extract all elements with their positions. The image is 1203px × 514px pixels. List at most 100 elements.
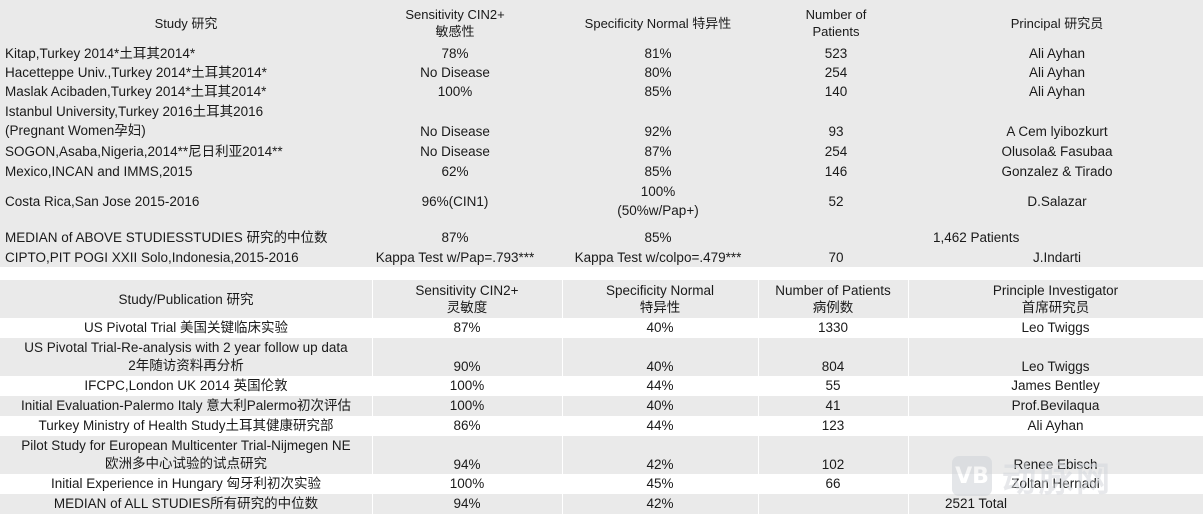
table2-header-patients: Number of Patients 病例数 [775, 283, 891, 315]
patients-cell: 102 [821, 457, 845, 472]
specificity-cell: 92% [644, 124, 672, 139]
specificity-cell: 44% [646, 378, 674, 393]
table-row: CIPTO,PIT POGI XXII Solo,Indonesia,2015-… [0, 247, 1203, 267]
specificity-cell: Kappa Test w/colpo=.479*** [574, 249, 742, 265]
study-cell: Initial Experience in Hungary 匈牙利初次实验 [50, 476, 322, 491]
column-divider [562, 280, 563, 514]
watermark-logo-icon: VB [952, 456, 992, 496]
table-row-median: MEDIAN of ALL STUDIES所有研究的中位数 94% 42% 25… [0, 494, 1203, 514]
patients-cell: 804 [821, 359, 845, 374]
specificity-cell: 40% [646, 359, 674, 374]
study-cell: MEDIAN of ABOVE STUDIESSTUDIES 研究的中位数 [5, 229, 328, 245]
specificity-cell: 85% [644, 84, 672, 99]
investigator-cell: Zoltan Hernadi [1011, 476, 1100, 491]
specificity-cell: 80% [644, 65, 672, 80]
table1-header-study: Study 研究 [154, 15, 218, 31]
watermark: VB 动脉网 [952, 448, 1202, 504]
investigator-cell: Leo Twiggs [1021, 320, 1090, 335]
table-row: Pilot Study for European Multicenter Tri… [0, 436, 1203, 474]
table-row: Kitap,Turkey 2014*土耳其2014* 78% 81% 523 A… [0, 44, 1203, 63]
study-cell: Mexico,INCAN and IMMS,2015 [5, 163, 193, 179]
sensitivity-cell: No Disease [420, 124, 490, 139]
table1-header-specificity: Specificity Normal 特异性 [584, 15, 732, 31]
sensitivity-cell: 78% [441, 46, 469, 61]
table-row: IFCPC,London UK 2014 英国伦敦 100% 44% 55 Ja… [0, 376, 1203, 396]
patients-cell: 146 [824, 163, 848, 179]
study-cell: Hacetteppe Univ.,Turkey 2014*土耳其2014* [5, 65, 267, 80]
patients-cell: 1330 [817, 320, 849, 335]
sensitivity-cell: 87% [453, 320, 481, 335]
sensitivity-cell: Kappa Test w/Pap=.793*** [375, 249, 535, 265]
table1-header-sensitivity: Sensitivity CIN2+ 敏感性 [405, 7, 505, 39]
table-row: Istanbul University,Turkey 2016土耳其2016 (P… [0, 101, 1203, 141]
study-cell: MEDIAN of ALL STUDIES所有研究的中位数 [53, 496, 319, 511]
study-cell: Pilot Study for European Multicenter Tri… [21, 438, 351, 471]
investigator-cell: Leo Twiggs [1021, 359, 1090, 374]
sensitivity-cell: 62% [441, 163, 469, 179]
table-row: Costa Rica,San Jose 2015-2016 96%(CIN1) … [0, 181, 1203, 221]
principal-cell: 1,462 Patients [933, 229, 1020, 245]
patients-cell: 523 [824, 46, 848, 61]
patients-cell: 123 [821, 418, 845, 433]
specificity-cell: 44% [646, 418, 674, 433]
specificity-cell: 40% [646, 398, 674, 413]
sensitivity-cell: 86% [453, 418, 481, 433]
patients-cell: 66 [825, 476, 841, 491]
table-row: Mexico,INCAN and IMMS,2015 62% 85% 146 G… [0, 161, 1203, 181]
study-cell: Istanbul University,Turkey 2016土耳其2016 (P… [5, 104, 264, 138]
specificity-cell: 85% [644, 163, 672, 179]
specificity-cell: 42% [646, 496, 674, 511]
patients-cell [778, 227, 894, 247]
specificity-cell: 87% [644, 143, 672, 159]
patients-cell: 93 [828, 124, 844, 139]
patients-cell: 254 [824, 65, 848, 80]
table-row: Initial Evaluation-Palermo Italy 意大利Pale… [0, 396, 1203, 416]
patients-cell: 41 [825, 398, 841, 413]
table-row: Hacetteppe Univ.,Turkey 2014*土耳其2014* No… [0, 63, 1203, 82]
principal-cell: Gonzalez & Tirado [1001, 163, 1113, 179]
study-cell: Kitap,Turkey 2014*土耳其2014* [5, 46, 196, 61]
patients-cell: 140 [824, 84, 848, 99]
column-divider [372, 280, 373, 514]
investigator-cell: Prof.Bevilaqua [1011, 398, 1100, 413]
table-row: US Pivotal Trial 美国关键临床实验 87% 40% 1330 L… [0, 318, 1203, 338]
study-cell: CIPTO,PIT POGI XXII Solo,Indonesia,2015-… [5, 249, 299, 265]
sensitivity-cell: 94% [453, 496, 481, 511]
specificity-cell: 42% [646, 457, 674, 472]
table2-header-study: Study/Publication 研究 [118, 291, 254, 307]
sensitivity-cell: 90% [453, 359, 481, 374]
table1-header-principal: Principal 研究员 [1010, 15, 1104, 31]
table-row: Maslak Acibaden,Turkey 2014*土耳其2014* 100… [0, 82, 1203, 101]
principal-cell: J.Indarti [1032, 249, 1082, 265]
sensitivity-cell: 94% [453, 457, 481, 472]
principal-cell: D.Salazar [1027, 193, 1087, 209]
principal-cell: A Cem lyibozkurt [1006, 124, 1108, 139]
principal-cell: Olusola& Fasubaa [1001, 143, 1113, 159]
study-cell: IFCPC,London UK 2014 英国伦敦 [84, 378, 288, 393]
table2-header-investigator: Principle Investigator 首席研究员 [992, 283, 1119, 315]
investigator-cell: 2521 Total [945, 496, 1008, 511]
table1-header-patients: Number of Patients [805, 7, 867, 39]
table1-header-row: Study 研究 Sensitivity CIN2+ 敏感性 Specificit… [0, 2, 1203, 44]
patients-cell: 52 [828, 193, 844, 209]
column-divider [908, 280, 909, 514]
study-cell: Costa Rica,San Jose 2015-2016 [5, 193, 200, 209]
sensitivity-cell: 100% [437, 84, 473, 99]
sensitivity-cell: 100% [449, 476, 485, 491]
sensitivity-cell: 100% [449, 398, 485, 413]
sensitivity-cell: 96%(CIN1) [421, 193, 489, 209]
investigator-cell: Renee Ebisch [1013, 457, 1098, 472]
study-cell: Maslak Acibaden,Turkey 2014*土耳其2014* [5, 84, 267, 99]
patients-cell: 254 [824, 143, 848, 159]
study-cell: Turkey Ministry of Health Study土耳其健康研究部 [38, 418, 334, 433]
specificity-cell: 45% [646, 476, 674, 491]
table-row: Turkey Ministry of Health Study土耳其健康研究部 … [0, 416, 1203, 436]
sensitivity-cell: 100% [449, 378, 485, 393]
study-table-1: Study 研究 Sensitivity CIN2+ 敏感性 Specificit… [0, 0, 1203, 267]
specificity-cell: 40% [646, 320, 674, 335]
table2-header-specificity: Specificity Normal 特异性 [605, 283, 715, 315]
watermark-text: 动脉网 [1002, 459, 1113, 500]
table2-header-row: Study/Publication 研究 Sensitivity CIN2+ 灵敏… [0, 280, 1203, 318]
patients-cell: 55 [825, 378, 841, 393]
study-table-2: Study/Publication 研究 Sensitivity CIN2+ 灵敏… [0, 280, 1203, 514]
